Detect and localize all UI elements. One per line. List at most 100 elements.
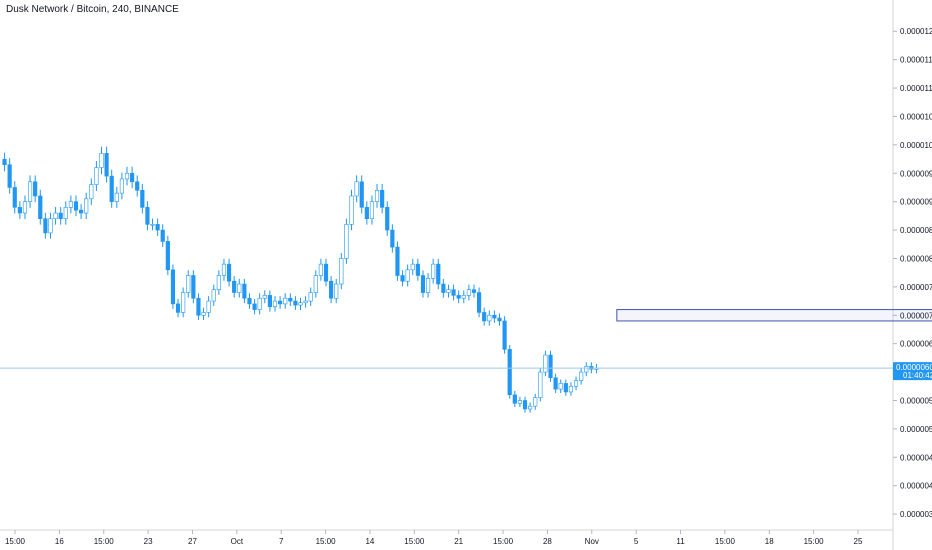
candle-body-83 — [425, 278, 431, 293]
candle-body-28 — [145, 207, 150, 225]
price-tick-label-9: 0.00000750 — [900, 283, 932, 292]
drawing-annotations: STL — [616, 309, 932, 322]
price-tick-label-10: 0.00000700 — [900, 311, 932, 320]
candle-body-102 — [522, 400, 528, 410]
candle-body-113 — [579, 371, 584, 381]
price-axis: 0.00001200 0.00001150 0.00001100 0.00001050… — [893, 27, 932, 519]
candle-body-72 — [369, 201, 375, 220]
candle-body-112 — [573, 380, 579, 387]
candle-body-9 — [48, 218, 53, 234]
candle-body-24 — [124, 172, 130, 180]
candle-body-17 — [89, 184, 94, 200]
price-tick-label-14: 0.00000500 — [900, 425, 932, 434]
last-price-badge — [893, 362, 932, 381]
price-tick-label-17: 0.00000350 — [900, 510, 932, 519]
candle-body-96 — [492, 314, 497, 319]
price-tick-label-8: 0.00000800 — [900, 254, 932, 263]
candle-body-31 — [160, 229, 165, 242]
candle-body-88 — [451, 289, 456, 296]
candle-body-19 — [99, 153, 104, 168]
candle-body-95 — [487, 314, 492, 322]
price-tick-label-2: 0.00001100 — [900, 84, 932, 93]
candle-body-86 — [441, 283, 446, 293]
candle-body-27 — [140, 190, 145, 208]
last-price-value: 0.00000607 — [896, 363, 932, 372]
price-tick-label-0: 0.00001200 — [900, 27, 932, 36]
candle-body-26 — [135, 181, 140, 191]
time-tick-label-0: 15:00 — [5, 537, 26, 546]
candle-body-69 — [354, 181, 359, 197]
price-tick-label-4: 0.00001000 — [900, 141, 932, 150]
candle-body-67 — [344, 224, 349, 259]
candle-body-109 — [558, 383, 563, 390]
candle-body-87 — [446, 289, 451, 293]
candle-body-97 — [497, 317, 502, 322]
candle-body-57 — [293, 300, 298, 306]
time-tick-label-17: 18 — [765, 537, 774, 546]
candle-body-82 — [420, 275, 426, 293]
price-tick-label-6: 0.00000900 — [900, 198, 932, 207]
candle-body-3 — [17, 207, 22, 214]
time-tick-label-7: 15:00 — [316, 537, 337, 546]
time-tick-label-10: 21 — [454, 537, 463, 546]
candle-body-111 — [568, 385, 574, 393]
time-tick-label-14: 5 — [634, 537, 639, 546]
candle-body-44 — [226, 263, 232, 282]
candle-body-49 — [252, 303, 257, 310]
chart-title: Dusk Network / Bitcoin, 240, BINANCE — [6, 4, 179, 15]
candlestick-series — [2, 146, 599, 413]
candle-body-76 — [390, 229, 395, 248]
candle-body-84 — [431, 263, 436, 279]
candle-body-32 — [165, 241, 170, 271]
time-tick-label-19: 25 — [854, 537, 863, 546]
time-tick-label-8: 14 — [365, 537, 374, 546]
price-tick-label-13: 0.00000550 — [900, 396, 932, 405]
candle-body-94 — [482, 312, 487, 322]
candle-body-65 — [334, 283, 339, 299]
candle-body-60 — [308, 292, 313, 302]
candle-body-90 — [461, 295, 466, 299]
candle-body-85 — [436, 263, 441, 285]
candle-body-33 — [170, 269, 176, 305]
candle-body-37 — [191, 275, 196, 299]
price-tick-label-16: 0.00000400 — [900, 482, 932, 491]
time-tick-label-18: 15:00 — [804, 537, 825, 546]
candle-body-30 — [155, 224, 160, 231]
candle-body-38 — [196, 297, 201, 316]
candle-body-62 — [318, 263, 323, 276]
candle-body-16 — [84, 198, 89, 214]
candle-body-0 — [2, 158, 7, 166]
candle-body-21 — [109, 175, 114, 202]
candle-body-25 — [130, 172, 135, 183]
candle-body-47 — [242, 283, 247, 299]
candle-body-100 — [512, 394, 517, 404]
candle-body-66 — [339, 258, 344, 285]
candle-body-55 — [283, 297, 288, 305]
candle-body-114 — [584, 366, 589, 373]
zone-box — [616, 309, 932, 322]
candle-body-110 — [563, 383, 568, 393]
candle-body-106 — [543, 354, 548, 373]
candle-body-23 — [119, 178, 124, 194]
time-tick-label-5: Oct — [231, 537, 244, 546]
candle-body-108 — [553, 377, 558, 390]
candle-body-58 — [298, 302, 303, 306]
candle-body-6 — [33, 181, 38, 197]
candle-body-68 — [349, 195, 354, 225]
price-tick-label-11: 0.00000650 — [900, 340, 932, 349]
time-tick-label-12: 28 — [543, 537, 552, 546]
candle-body-71 — [364, 207, 369, 220]
candle-body-104 — [533, 397, 538, 407]
candle-body-35 — [181, 292, 186, 313]
candle-body-56 — [288, 297, 293, 302]
price-tick-label-15: 0.00000450 — [900, 453, 932, 462]
candle-body-11 — [58, 212, 63, 220]
candle-body-22 — [114, 192, 119, 202]
candle-body-41 — [211, 289, 216, 302]
candle-body-75 — [385, 207, 390, 231]
candle-body-39 — [201, 312, 206, 316]
candle-body-54 — [278, 300, 283, 305]
candle-body-13 — [68, 201, 73, 208]
candle-body-101 — [517, 400, 522, 404]
